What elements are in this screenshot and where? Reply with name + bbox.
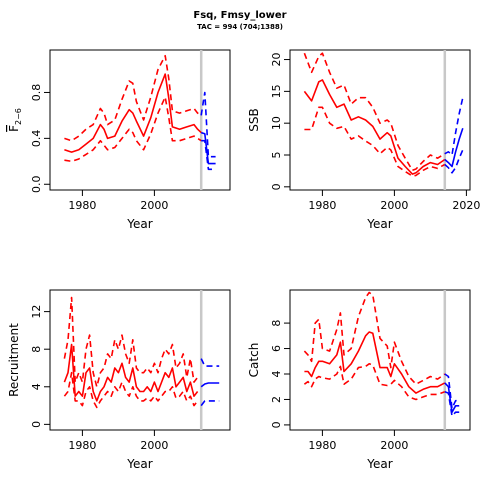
historic-lower-line [63,371,199,409]
y-axis-label: SSB [247,108,261,131]
panel-2: 1980 2000 2020 0 5 10 15 20 Year SSB [247,49,480,231]
projection-upper-line [200,91,216,158]
y-tick-label: 15 [270,84,283,98]
x-axis-label: Year [126,457,152,471]
historic-median-line [63,343,199,402]
historic-upper-line [303,52,446,172]
x-tick-label: 2020 [452,199,480,212]
x-axis-label: Year [126,217,152,231]
plot-frame [289,49,471,191]
x-axis-label: Year [366,217,392,231]
y-tick-label: 5 [270,152,283,159]
y-tick-label: 0 [270,183,283,190]
projection-lower-line [200,400,220,407]
y-axis-label: Catch [247,343,261,378]
y-tick-label: 0.0 [30,176,43,194]
y-tick-label: 4 [270,371,283,378]
y-tick-label: 0.4 [30,130,43,148]
projection-lower-line [201,139,216,171]
y-tick-label: 6 [270,345,283,352]
historic-upper-line [64,54,202,142]
historic-median-line [64,73,202,153]
plot-frame [49,49,231,191]
y-tick-label: 10 [270,116,283,130]
projection-upper-line [200,358,220,367]
y-tick-label: 8 [270,320,283,327]
historic-upper-line [63,296,199,388]
projection-upper-line [444,97,464,156]
historic-lower-line [303,362,446,401]
panel-3: 1980 2000 0 4 8 12 Year Recruitment [7,289,231,471]
panel-1: 1980 2000 0.0 0.4 0.8 Year F2−6 [7,49,231,231]
y-axis-label: Recruitment [7,323,21,397]
projection-upper-line [444,373,460,410]
y-tick-label: 0.8 [30,84,43,102]
y-tick-label: 0 [30,421,43,428]
projection-median-line [200,131,216,165]
projection-median-line [444,128,464,168]
historic-median-line [303,79,446,175]
x-tick-label: 1980 [68,199,96,212]
y-tick-label: 2 [270,396,283,403]
panel-4: 1980 2000 0 2 4 6 8 Year Catch [247,289,471,471]
x-axis-label: Year [366,457,392,471]
y-tick-label: 0 [270,421,283,428]
y-tick-label: 4 [30,383,43,390]
projection-lower-line [444,149,464,174]
x-tick-label: 1980 [308,439,336,452]
historic-upper-line [303,291,446,386]
y-tick-label: 12 [30,305,43,319]
projection-lower-line [444,391,460,417]
plot-frame [49,289,231,431]
projection-median-line [200,382,220,388]
x-tick-label: 2000 [380,439,408,452]
chart-subtitle: TAC = 994 (704;1388) [197,23,283,31]
x-tick-label: 1980 [308,199,336,212]
historic-lower-line [64,96,202,163]
y-axis-label: F2−6 [7,108,23,132]
y-tick-label: 8 [30,346,43,353]
x-tick-label: 2000 [380,199,408,212]
y-tick-label: 20 [270,53,283,67]
x-tick-label: 1980 [68,439,96,452]
x-tick-label: 2000 [140,439,168,452]
historic-lower-line [304,106,446,177]
x-tick-label: 2000 [140,199,168,212]
historic-median-line [304,331,446,394]
projection-median-line [444,382,460,414]
chart-title: Fsq, Fmsy_lower [193,10,287,21]
plot-frame [289,289,471,431]
